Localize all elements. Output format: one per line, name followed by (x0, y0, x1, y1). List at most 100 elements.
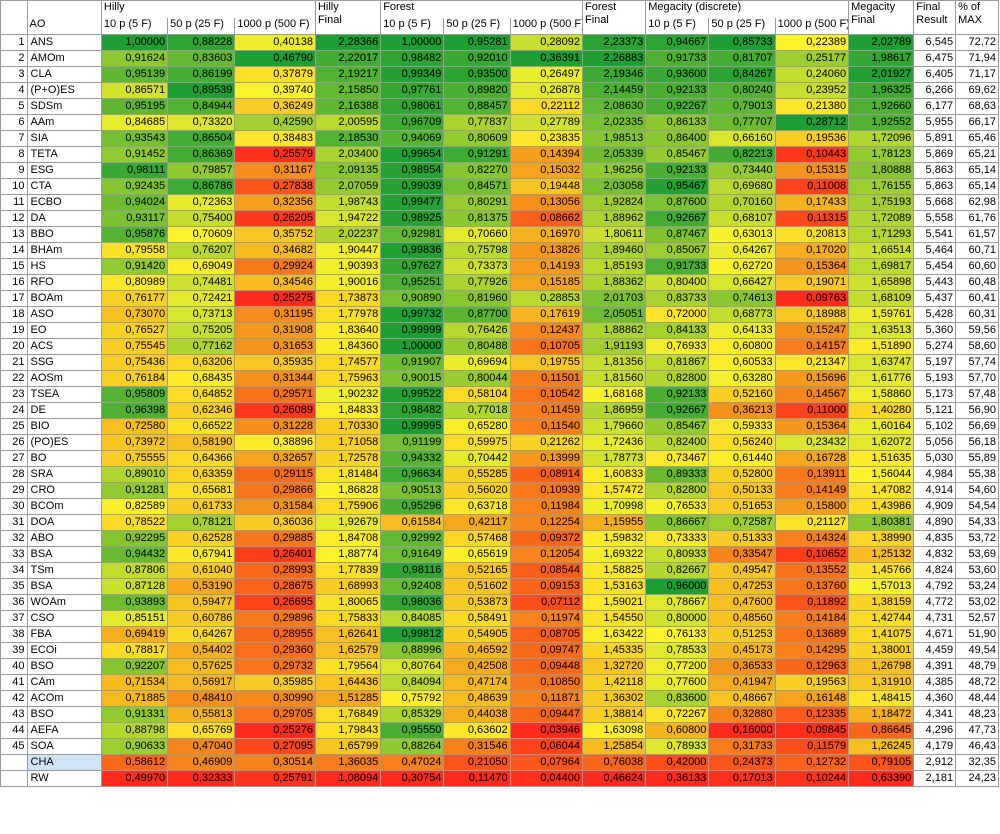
hilly-1000p-cell: 0,31167 (234, 162, 316, 179)
forest-final-cell: 1,86959 (582, 402, 647, 419)
hilly-50p-cell: 0,69049 (167, 258, 236, 275)
table-row: 27 BO 0,75555 0,64366 0,32657 1,72578 0,94332 0… (0, 450, 999, 467)
megacity-50p-cell: 0,49547 (708, 562, 776, 579)
hilly-1000p-cell: 0,30514 (234, 754, 316, 771)
pct-max-cell: 59,56 (955, 322, 999, 339)
megacity-10p-cell: 0,93600 (645, 66, 710, 83)
megacity-50p-cell: 0,66427 (708, 274, 776, 291)
final-result-cell: 6,266 (913, 82, 957, 99)
table-row: 2 AMOm 0,91624 0,83603 0,46790 2,22017 0,98482… (0, 50, 999, 67)
hilly-1000p-cell: 0,29732 (234, 658, 316, 675)
pct-max-cell: 48,72 (955, 674, 999, 691)
final-result-cell: 5,955 (913, 114, 957, 131)
header-idx-2 (0, 17, 28, 35)
forest-50p-cell: 0,92010 (443, 50, 511, 67)
hilly-final-cell: 1,81484 (314, 466, 382, 483)
forest-10p-cell: 0,99999 (380, 322, 445, 339)
row-index: 15 (0, 258, 28, 275)
pct-max-cell: 53,69 (955, 546, 999, 563)
row-index: 8 (0, 146, 28, 163)
megacity-final-cell: 0,63390 (848, 770, 915, 787)
forest-final-cell: 1,45335 (582, 642, 647, 659)
pct-max-cell: 65,14 (955, 162, 999, 179)
megacity-final-cell: 1,80888 (848, 162, 915, 179)
forest-final-cell: 1,57472 (582, 482, 647, 499)
table-row: 7 SIA 0,93543 0,86504 0,38483 2,18530 0,94069 0… (0, 130, 999, 147)
megacity-final-cell: 1,96325 (848, 82, 915, 99)
hilly-final-cell: 1,94722 (314, 210, 382, 227)
forest-10p-cell: 0,90890 (380, 290, 445, 307)
final-result-cell: 4,792 (913, 578, 957, 595)
pct-max-cell: 24,23 (955, 770, 999, 787)
hilly-final-cell: 1,08094 (314, 770, 382, 787)
hilly-final-cell: 2,09135 (314, 162, 382, 179)
hilly-1000p-cell: 0,29360 (234, 642, 316, 659)
megacity-50p-cell: 0,31733 (708, 738, 776, 755)
megacity-50p-cell: 0,36213 (708, 402, 776, 419)
forest-10p-cell: 0,88996 (380, 642, 445, 659)
megacity-final-cell: 1,31910 (848, 674, 915, 691)
hilly-final-cell: 2,22017 (314, 50, 382, 67)
megacity-10p-cell: 0,82400 (645, 434, 710, 451)
forest-50p-cell: 0,58491 (443, 610, 511, 627)
megacity-final-cell: 2,01927 (848, 66, 915, 83)
megacity-1000p-cell: 0,11008 (774, 178, 850, 195)
row-index: 13 (0, 226, 28, 243)
hilly-50p-cell: 0,57625 (167, 658, 236, 675)
forest-10p-cell: 0,85329 (380, 706, 445, 723)
hilly-final-cell: 1,79564 (314, 658, 382, 675)
hilly-50p-cell: 0,64852 (167, 386, 236, 403)
final-result-cell: 6,405 (913, 66, 957, 83)
hilly-10p-cell: 0,75436 (100, 354, 169, 371)
megacity-50p-cell: 0,48667 (708, 690, 776, 707)
final-result-cell: 4,824 (913, 562, 957, 579)
megacity-50p-cell: 0,41947 (708, 674, 776, 691)
forest-10p-cell: 0,30754 (380, 770, 445, 787)
hilly-50p-cell: 0,86786 (167, 178, 236, 195)
megacity-50p-cell: 0,81707 (708, 50, 776, 67)
forest-10p-cell: 0,94069 (380, 130, 445, 147)
forest-final-cell: 1,63098 (582, 722, 647, 739)
forest-final-cell: 2,14459 (582, 82, 647, 99)
megacity-1000p-cell: 0,14149 (774, 482, 850, 499)
final-result-cell: 4,391 (913, 658, 957, 675)
hilly-50p-cell: 0,63206 (167, 354, 236, 371)
megacity-final-cell: 1,40280 (848, 402, 915, 419)
megacity-10p-cell: 0,80400 (645, 274, 710, 291)
row-index: 31 (0, 514, 28, 531)
forest-10p-cell: 0,92408 (380, 578, 445, 595)
pct-max-cell: 61,76 (955, 210, 999, 227)
forest-50p-cell: 0,77837 (443, 114, 511, 131)
row-index (0, 770, 28, 787)
final-result-cell: 4,360 (913, 690, 957, 707)
hilly-final-cell: 1,86828 (314, 482, 382, 499)
hilly-final-cell: 1,73873 (314, 290, 382, 307)
hilly-final-cell: 2,15850 (314, 82, 382, 99)
hilly-50p-cell: 0,47040 (167, 738, 236, 755)
megacity-final-cell: 1,71293 (848, 226, 915, 243)
forest-1000p-cell: 0,09448 (509, 658, 584, 675)
megacity-10p-cell: 0,91733 (645, 50, 710, 67)
hilly-1000p-cell: 0,38896 (234, 434, 316, 451)
megacity-1000p-cell: 0,17433 (774, 194, 850, 211)
final-result-cell: 5,443 (913, 274, 957, 291)
hilly-1000p-cell: 0,25276 (234, 722, 316, 739)
megacity-10p-cell: 0,77600 (645, 674, 710, 691)
hilly-1000p-cell: 0,39740 (234, 82, 316, 99)
algorithm-name: HS (26, 258, 102, 275)
forest-final-cell: 1,53163 (582, 578, 647, 595)
row-index: 20 (0, 338, 28, 355)
final-result-cell: 5,193 (913, 370, 957, 387)
forest-10p-cell: 0,92981 (380, 226, 445, 243)
forest-10p-cell: 0,91649 (380, 546, 445, 563)
hilly-50p-cell: 0,70609 (167, 226, 236, 243)
hilly-1000p-cell: 0,34546 (234, 274, 316, 291)
table-row: 4 (P+O)ES 0,86571 0,89539 0,39740 2,15850 0,97… (0, 82, 999, 99)
pct-max-cell: 48,79 (955, 658, 999, 675)
forest-50p-cell: 0,58104 (443, 386, 511, 403)
forest-10p-cell: 0,91907 (380, 354, 445, 371)
table-row: 12 DA 0,93117 0,75400 0,26205 1,94722 0,98925 0… (0, 210, 999, 227)
hilly-50p-cell: 0,62346 (167, 402, 236, 419)
hilly-10p-cell: 0,79558 (100, 242, 169, 259)
hilly-final-cell: 1,75906 (314, 498, 382, 515)
